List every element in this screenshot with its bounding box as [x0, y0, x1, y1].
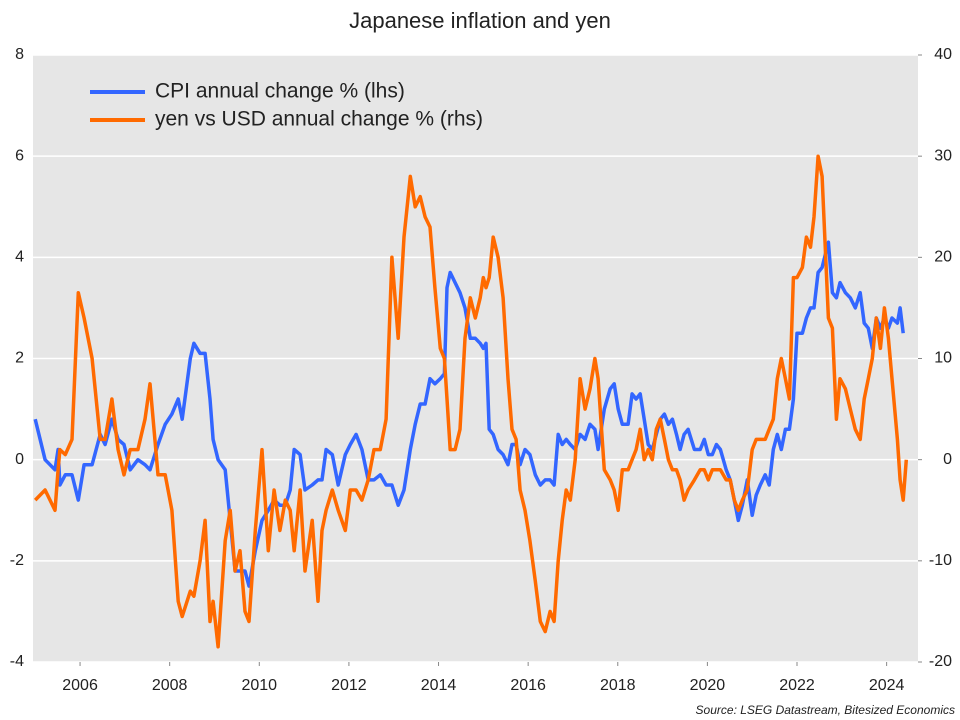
- y2-tick-label: 20: [934, 249, 952, 266]
- y-tick-label: -4: [10, 653, 24, 670]
- x-tick-label: 2014: [421, 677, 457, 694]
- x-tick-label: 2008: [152, 677, 188, 694]
- y2-tick-label: -20: [929, 653, 952, 670]
- y-tick-label: -2: [10, 552, 24, 569]
- y2-tick-label: 0: [943, 451, 952, 468]
- source: Source: LSEG Datastream, Bitesized Econo…: [696, 703, 955, 717]
- x-tick-label: 2020: [690, 677, 726, 694]
- y2-tick-label: -10: [929, 552, 952, 569]
- y2-tick-label: 40: [934, 46, 952, 63]
- x-tick-label: 2022: [779, 677, 815, 694]
- y-tick-label: 8: [15, 46, 24, 63]
- x-tick-label: 2024: [869, 677, 905, 694]
- y2-tick-label: 10: [934, 350, 952, 367]
- y-tick-label: 0: [15, 451, 24, 468]
- y2-tick-label: 30: [934, 147, 952, 164]
- y-tick-label: 4: [15, 249, 24, 266]
- x-tick-label: 2010: [241, 677, 277, 694]
- x-tick-label: 2006: [62, 677, 98, 694]
- chart-title: Japanese inflation and yen: [349, 8, 611, 33]
- legend-label: yen vs USD annual change % (rhs): [155, 108, 483, 131]
- legend-label: CPI annual change % (lhs): [155, 80, 405, 103]
- x-tick-label: 2018: [600, 677, 636, 694]
- y-tick-label: 6: [15, 147, 24, 164]
- x-tick-label: 2012: [331, 677, 367, 694]
- x-tick-label: 2016: [510, 677, 546, 694]
- y-tick-label: 2: [15, 350, 24, 367]
- series-line: [33, 154, 909, 649]
